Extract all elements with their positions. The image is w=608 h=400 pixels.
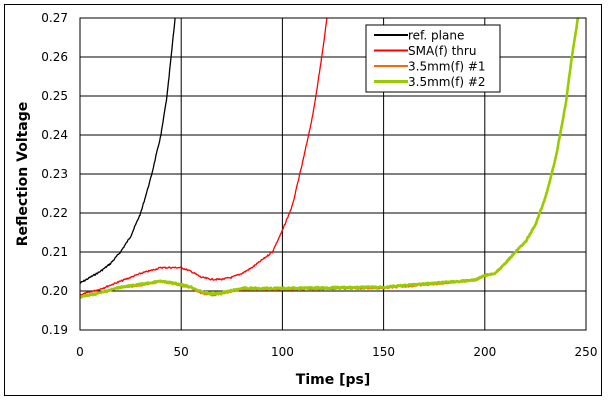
x-tick-label: 200 [473, 345, 496, 359]
y-tick-label: 0.25 [41, 89, 68, 103]
series-lines [79, 17, 580, 299]
y-tick-label: 0.20 [41, 284, 68, 298]
x-tick-label: 100 [271, 345, 294, 359]
series-line [79, 17, 176, 284]
legend-label: 3.5mm(f) #1 [408, 60, 486, 74]
legend-box [365, 24, 501, 93]
x-tick-label: 250 [575, 345, 598, 359]
y-axis-label: Reflection Voltage [15, 102, 31, 247]
series-line [79, 17, 328, 296]
y-tick-label: 0.22 [41, 206, 68, 220]
series-line [79, 17, 579, 299]
chart-frame [4, 4, 602, 396]
legend-label: 3.5mm(f) #2 [408, 75, 486, 89]
x-tick-label: 50 [174, 345, 189, 359]
y-tick-label: 0.21 [41, 245, 68, 259]
x-tick-label: 0 [76, 345, 84, 359]
legend-label: SMA(f) thru [408, 44, 476, 58]
series-line [79, 17, 580, 299]
y-tick-label: 0.23 [41, 167, 68, 181]
x-axis-label: Time [ps] [296, 372, 370, 388]
legend-label: ref. plane [408, 29, 464, 43]
x-tick-label: 150 [372, 345, 395, 359]
tick-labels: 0 50 100 150 200 250 0.19 0.20 0.21 0.22 0.23 0.24 0… [41, 11, 597, 359]
plot-area [79, 17, 587, 331]
y-tick-label: 0.19 [41, 323, 68, 337]
y-tick-label: 0.26 [41, 50, 68, 64]
y-tick-label: 0.24 [41, 128, 68, 142]
y-tick-label: 0.27 [41, 11, 68, 25]
